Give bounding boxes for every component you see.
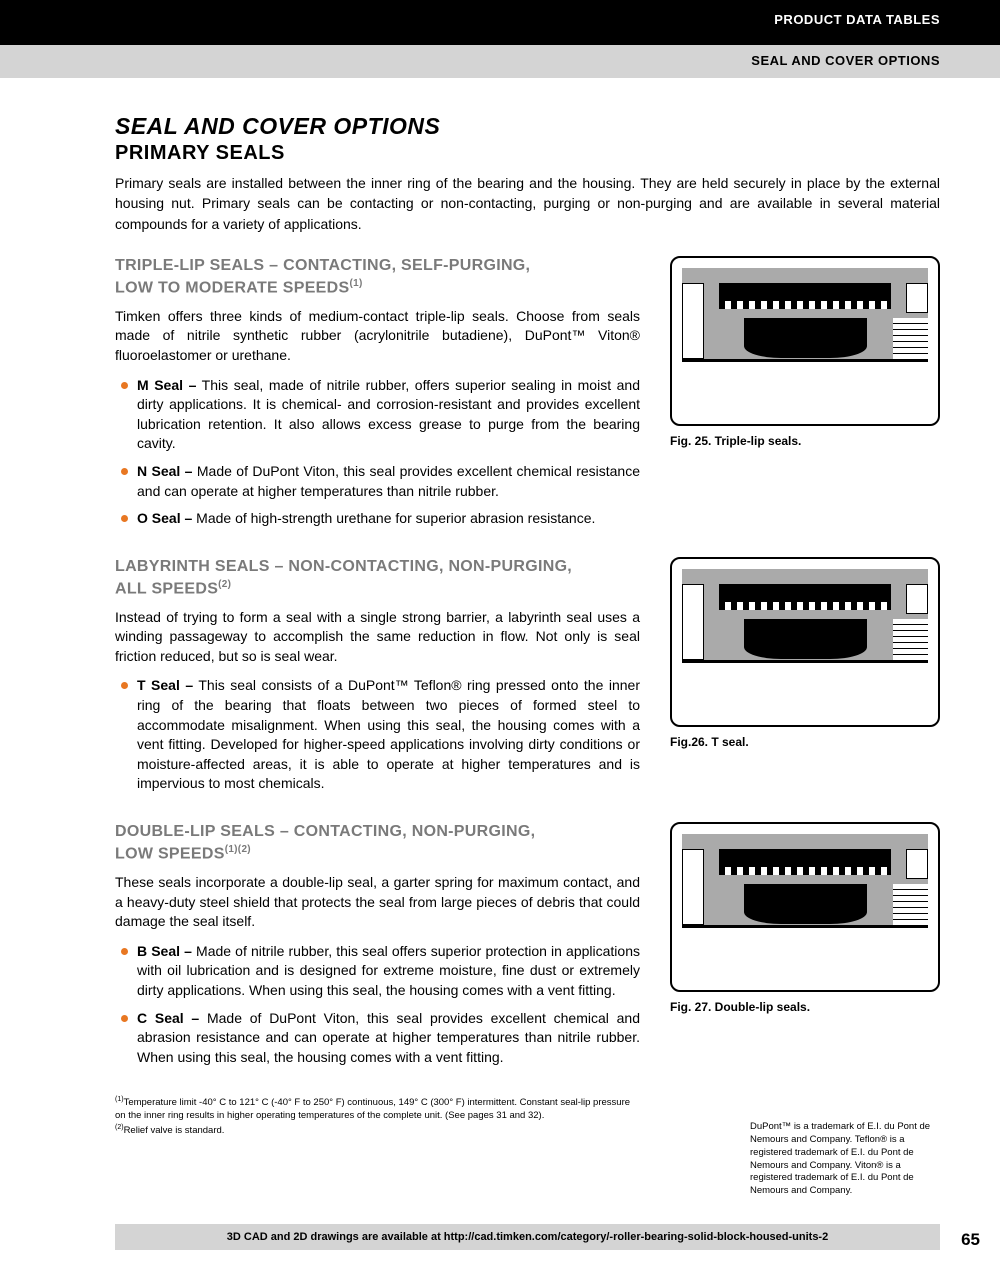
header-grey-bar: SEAL AND COVER OPTIONS (0, 45, 1000, 78)
fn1-text: Temperature limit -40° C to 121° C (-40°… (115, 1097, 630, 1121)
page-title: SEAL AND COVER OPTIONS (115, 113, 940, 140)
bullet-list: T Seal – This seal consists of a DuPont™… (115, 676, 640, 794)
list-item: M Seal – This seal, made of nitrile rubb… (115, 376, 640, 454)
figure-27 (670, 822, 940, 992)
section-triple-lip: TRIPLE-LIP SEALS – CONTACTING, SELF-PURG… (115, 256, 940, 537)
bullet-label: O Seal – (137, 510, 192, 526)
figure-caption: Fig.26. T seal. (670, 735, 940, 749)
section-left: DOUBLE-LIP SEALS – CONTACTING, NON-PURGI… (115, 822, 640, 1075)
intro-paragraph: Primary seals are installed between the … (115, 173, 940, 234)
section-heading: LABYRINTH SEALS – NON-CONTACTING, NON-PU… (115, 557, 640, 600)
bullet-text: This seal, made of nitrile rubber, offer… (137, 377, 640, 452)
section-right: Fig. 25. Triple-lip seals. (670, 256, 940, 537)
page-subtitle: PRIMARY SEALS (115, 142, 940, 165)
header-black-bar: PRODUCT DATA TABLES (0, 0, 1000, 45)
section-right: Fig. 27. Double-lip seals. (670, 822, 940, 1075)
page-number: 65 (961, 1230, 980, 1250)
list-item: N Seal – Made of DuPont Viton, this seal… (115, 462, 640, 501)
footer-bar: 3D CAD and 2D drawings are available at … (115, 1224, 940, 1250)
bullet-label: T Seal – (137, 677, 193, 693)
figure-caption: Fig. 27. Double-lip seals. (670, 1000, 940, 1014)
bullet-text: Made of DuPont Viton, this seal provides… (137, 1010, 640, 1065)
list-item: C Seal – Made of DuPont Viton, this seal… (115, 1009, 640, 1068)
bullet-text: Made of high-strength urethane for super… (192, 510, 595, 526)
bullet-label: M Seal – (137, 377, 196, 393)
section-intro: Timken offers three kinds of medium-cont… (115, 307, 640, 366)
bullet-label: B Seal – (137, 943, 192, 959)
bullet-list: B Seal – Made of nitrile rubber, this se… (115, 942, 640, 1068)
footnotes: (1)Temperature limit -40° C to 121° C (-… (115, 1095, 635, 1138)
footer-text: 3D CAD and 2D drawings are available at … (227, 1231, 828, 1243)
heading-line2: LOW SPEEDS (115, 845, 225, 862)
section-intro: These seals incorporate a double-lip sea… (115, 873, 640, 932)
heading-line1: LABYRINTH SEALS – NON-CONTACTING, NON-PU… (115, 558, 572, 575)
figure-26 (670, 557, 940, 727)
heading-sup: (1)(2) (225, 844, 251, 855)
bullet-text: Made of nitrile rubber, this seal offers… (137, 943, 640, 998)
bullet-text: Made of DuPont Viton, this seal provides… (137, 463, 640, 499)
section-right: Fig.26. T seal. (670, 557, 940, 802)
bullet-label: C Seal – (137, 1010, 199, 1026)
trademark-note: DuPont™ is a trademark of E.I. du Pont d… (750, 1121, 940, 1198)
heading-line1: DOUBLE-LIP SEALS – CONTACTING, NON-PURGI… (115, 823, 535, 840)
fn2-text: Relief valve is standard. (124, 1125, 225, 1136)
heading-line2: ALL SPEEDS (115, 580, 218, 597)
bullet-list: M Seal – This seal, made of nitrile rubb… (115, 376, 640, 529)
section-intro: Instead of trying to form a seal with a … (115, 608, 640, 667)
list-item: O Seal – Made of high-strength urethane … (115, 509, 640, 529)
heading-sup: (2) (218, 579, 231, 590)
heading-sup: (1) (349, 278, 362, 289)
section-left: LABYRINTH SEALS – NON-CONTACTING, NON-PU… (115, 557, 640, 802)
section-heading: TRIPLE-LIP SEALS – CONTACTING, SELF-PURG… (115, 256, 640, 299)
section-left: TRIPLE-LIP SEALS – CONTACTING, SELF-PURG… (115, 256, 640, 537)
list-item: T Seal – This seal consists of a DuPont™… (115, 676, 640, 794)
figure-caption: Fig. 25. Triple-lip seals. (670, 434, 940, 448)
section-heading: DOUBLE-LIP SEALS – CONTACTING, NON-PURGI… (115, 822, 640, 865)
fn1-sup: (1) (115, 1096, 124, 1103)
figure-25 (670, 256, 940, 426)
page-content: SEAL AND COVER OPTIONS PRIMARY SEALS Pri… (0, 78, 1000, 1138)
bullet-text: This seal consists of a DuPont™ Teflon® … (137, 677, 640, 791)
fn2-sup: (2) (115, 1124, 124, 1131)
bullet-label: N Seal – (137, 463, 192, 479)
heading-line2: LOW TO MODERATE SPEEDS (115, 279, 349, 296)
list-item: B Seal – Made of nitrile rubber, this se… (115, 942, 640, 1001)
section-double-lip: DOUBLE-LIP SEALS – CONTACTING, NON-PURGI… (115, 822, 940, 1075)
section-labyrinth: LABYRINTH SEALS – NON-CONTACTING, NON-PU… (115, 557, 940, 802)
heading-line1: TRIPLE-LIP SEALS – CONTACTING, SELF-PURG… (115, 257, 530, 274)
